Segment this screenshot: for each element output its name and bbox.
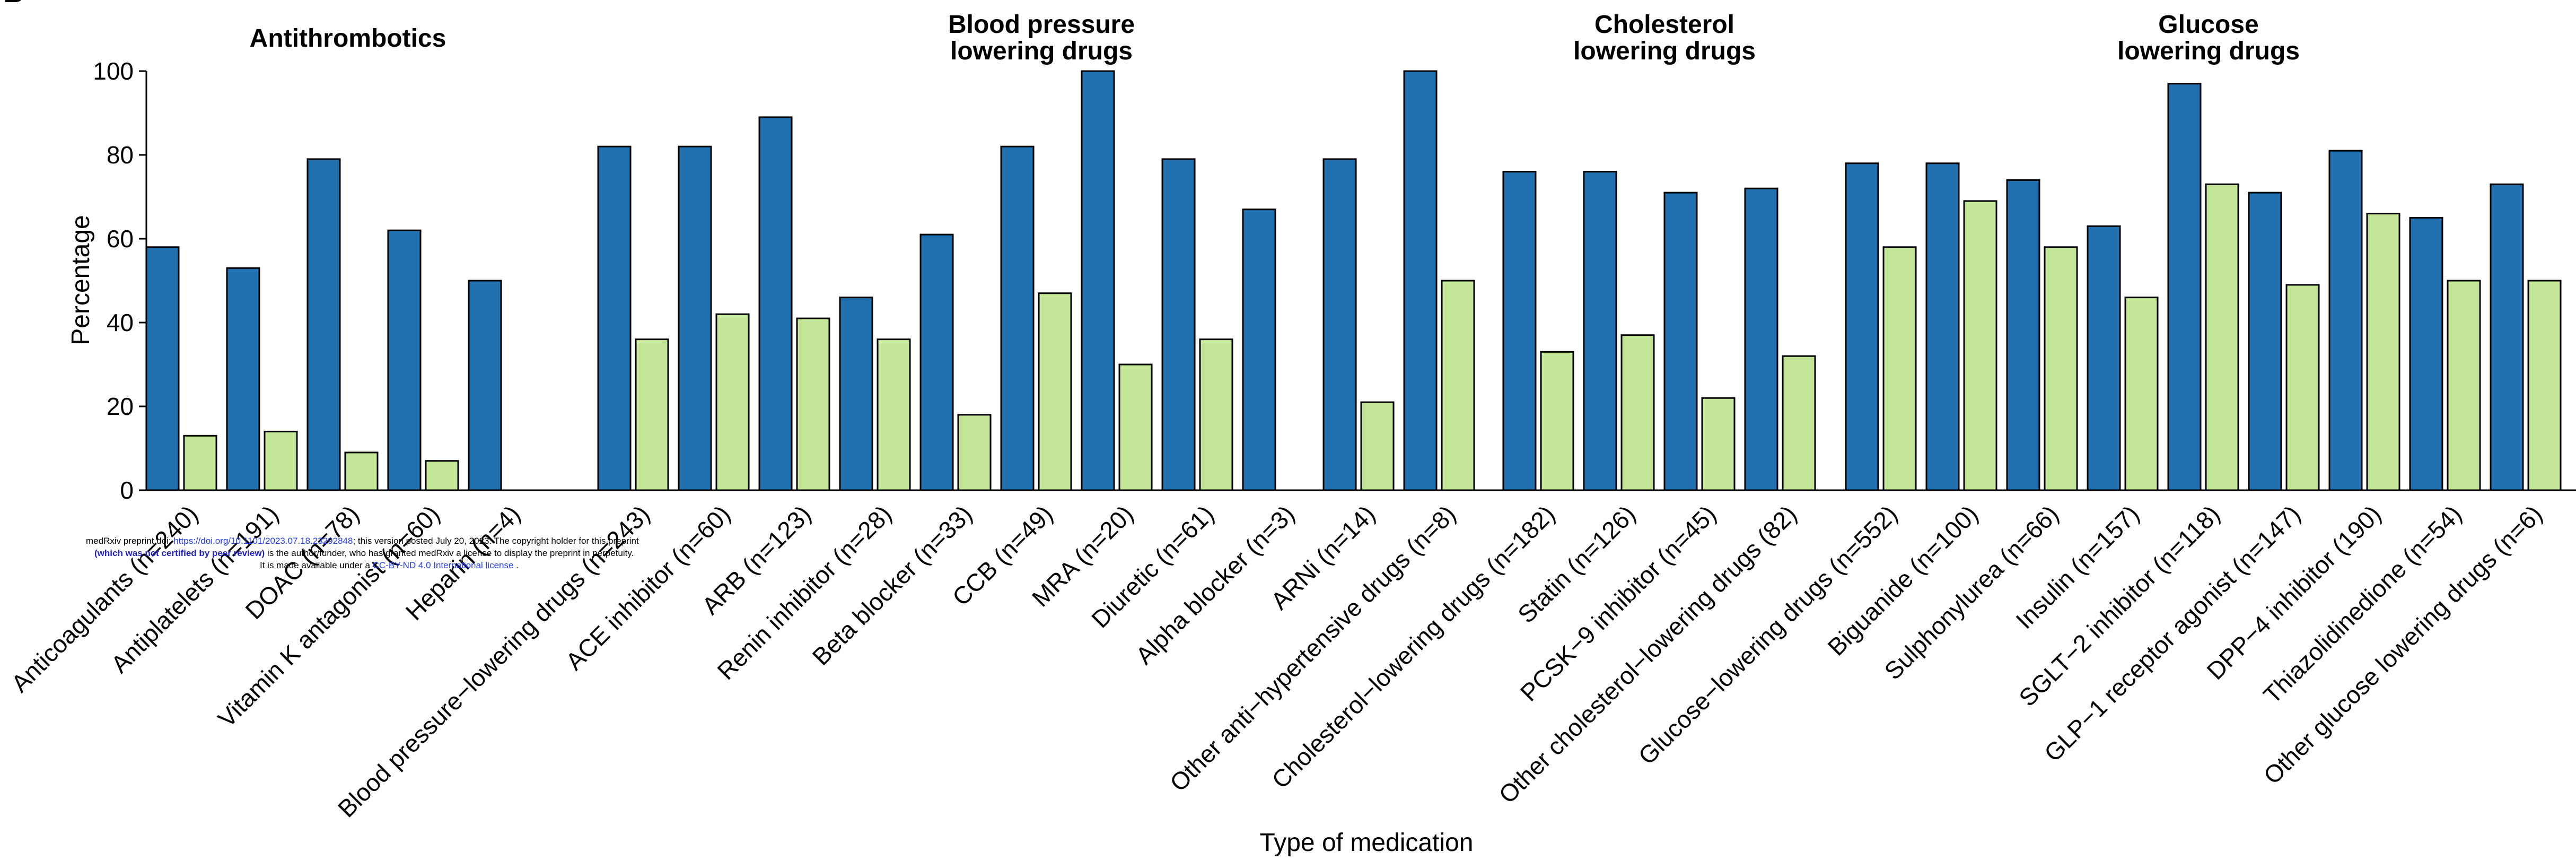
bar-series-2 <box>957 414 992 491</box>
bar-series-2 <box>2124 297 2159 491</box>
bar-series-1 <box>678 145 712 491</box>
y-axis-label: Percentage <box>67 215 95 345</box>
y-tick-label: 40 <box>107 309 134 336</box>
x-tick-label: Other glucose lowering drugs (n=6) <box>2258 500 2547 789</box>
panel-title: Antithrombotics <box>250 24 446 53</box>
plot-area: 020406080100AntithromboticsAnticoagulant… <box>6 11 2576 822</box>
bar-series-1 <box>2248 192 2282 491</box>
watermark-text: . <box>513 560 518 570</box>
bar-series-1 <box>1502 171 1537 491</box>
bar-series-2 <box>1963 200 1997 491</box>
bar-series-2 <box>1118 363 1153 491</box>
bar-series-1 <box>2409 217 2443 491</box>
bar-series-2 <box>2044 246 2078 491</box>
bar-series-2 <box>344 451 379 491</box>
y-tick-label: 20 <box>107 393 134 420</box>
svg-text:medRxiv preprint doi: https://: medRxiv preprint doi: https://doi.org/10… <box>86 536 639 546</box>
bar-series-1 <box>387 229 422 491</box>
bar-series-1 <box>306 158 341 491</box>
bar-series-1 <box>1403 70 1438 491</box>
x-axis-label: Type of medication <box>1260 829 1474 857</box>
x-tick-label: Biguanide (n=100) <box>1823 500 1984 661</box>
bar-series-1 <box>758 116 793 491</box>
bar-series-2 <box>1701 397 1736 491</box>
watermark-text: medRxiv preprint doi: <box>86 536 173 546</box>
watermark-peer-review-note: (which was not certified by peer review) <box>94 548 265 558</box>
bar-series-1 <box>1583 171 1617 491</box>
svg-text:(which was not certified by pe: (which was not certified by peer review)… <box>94 548 634 558</box>
bar-series-2 <box>1038 292 1072 491</box>
bar-series-1 <box>2006 179 2040 491</box>
bar-series-2 <box>715 313 750 491</box>
bar-series-2 <box>2205 183 2239 491</box>
watermark-text: is the author/funder, who has granted me… <box>265 548 634 558</box>
panel-title: lowering drugs <box>950 37 1133 65</box>
bar-series-2 <box>264 430 298 491</box>
x-tick-label: Beta blocker (n=33) <box>807 500 978 671</box>
watermark-doi-link[interactable]: https://doi.org/10.1101/2023.07.18.23292… <box>173 536 353 546</box>
bar-series-1 <box>597 145 632 491</box>
bar-series-2 <box>183 435 217 491</box>
bar-series-2 <box>1199 338 1233 491</box>
bar-series-2 <box>2285 284 2320 491</box>
bar-series-1 <box>1322 158 1357 491</box>
y-tick-label: 60 <box>107 225 134 253</box>
bar-series-2 <box>2527 280 2562 491</box>
bar-series-1 <box>1925 162 1960 491</box>
panel-title: Glucose <box>2158 11 2258 39</box>
bar-series-2 <box>1360 401 1395 491</box>
bar-series-1 <box>1242 209 1276 491</box>
bar-series-2 <box>1882 246 1917 491</box>
bar-series-1 <box>145 246 180 491</box>
watermark-text: It is made available under a <box>260 560 373 570</box>
bar-series-1 <box>1744 187 1778 491</box>
bar-series-1 <box>468 280 502 491</box>
bar-series-1 <box>1081 70 1115 491</box>
bar-series-1 <box>1000 145 1035 491</box>
y-tick-label: 80 <box>107 141 134 169</box>
panel-title: lowering drugs <box>2117 37 2300 65</box>
panel-title: Cholesterol <box>1594 11 1734 39</box>
bar-series-1 <box>226 267 260 491</box>
bar-series-1 <box>2328 150 2363 491</box>
bar-series-2 <box>796 317 830 491</box>
bar-series-1 <box>2087 225 2121 491</box>
panel-title: Blood pressure <box>948 11 1135 39</box>
bar-series-1 <box>839 297 873 491</box>
bar-series-1 <box>1663 192 1698 491</box>
bar-series-1 <box>1845 162 1879 491</box>
preprint-watermark: medRxiv preprint doi: https://doi.org/10… <box>86 536 639 570</box>
y-tick-label: 100 <box>93 57 134 85</box>
y-tick-label: 0 <box>120 476 134 504</box>
bar-series-2 <box>1441 280 1475 491</box>
bar-series-2 <box>2447 280 2481 491</box>
bar-series-1 <box>1161 158 1196 491</box>
watermark-text: ; this version posted July 20, 2023. The… <box>353 536 639 546</box>
bar-series-2 <box>1782 355 1816 491</box>
bar-series-2 <box>2366 213 2400 491</box>
bar-series-1 <box>919 233 954 491</box>
bar-series-2 <box>1540 351 1574 491</box>
panel-title: lowering drugs <box>1573 37 1756 65</box>
bar-series-1 <box>2490 183 2524 491</box>
panel-letter: B <box>3 0 24 8</box>
bar-series-1 <box>2167 83 2202 491</box>
watermark-license-link[interactable]: CC-BY-ND 4.0 International license <box>373 560 514 570</box>
bar-series-2 <box>635 338 669 491</box>
x-tick-label: Alpha blocker (n=3) <box>1130 500 1300 670</box>
svg-text:It is made available under a C: It is made available under a CC-BY-ND 4.… <box>260 560 519 570</box>
bar-series-2 <box>425 460 459 491</box>
bar-series-2 <box>1620 334 1655 491</box>
bar-series-2 <box>877 338 911 491</box>
